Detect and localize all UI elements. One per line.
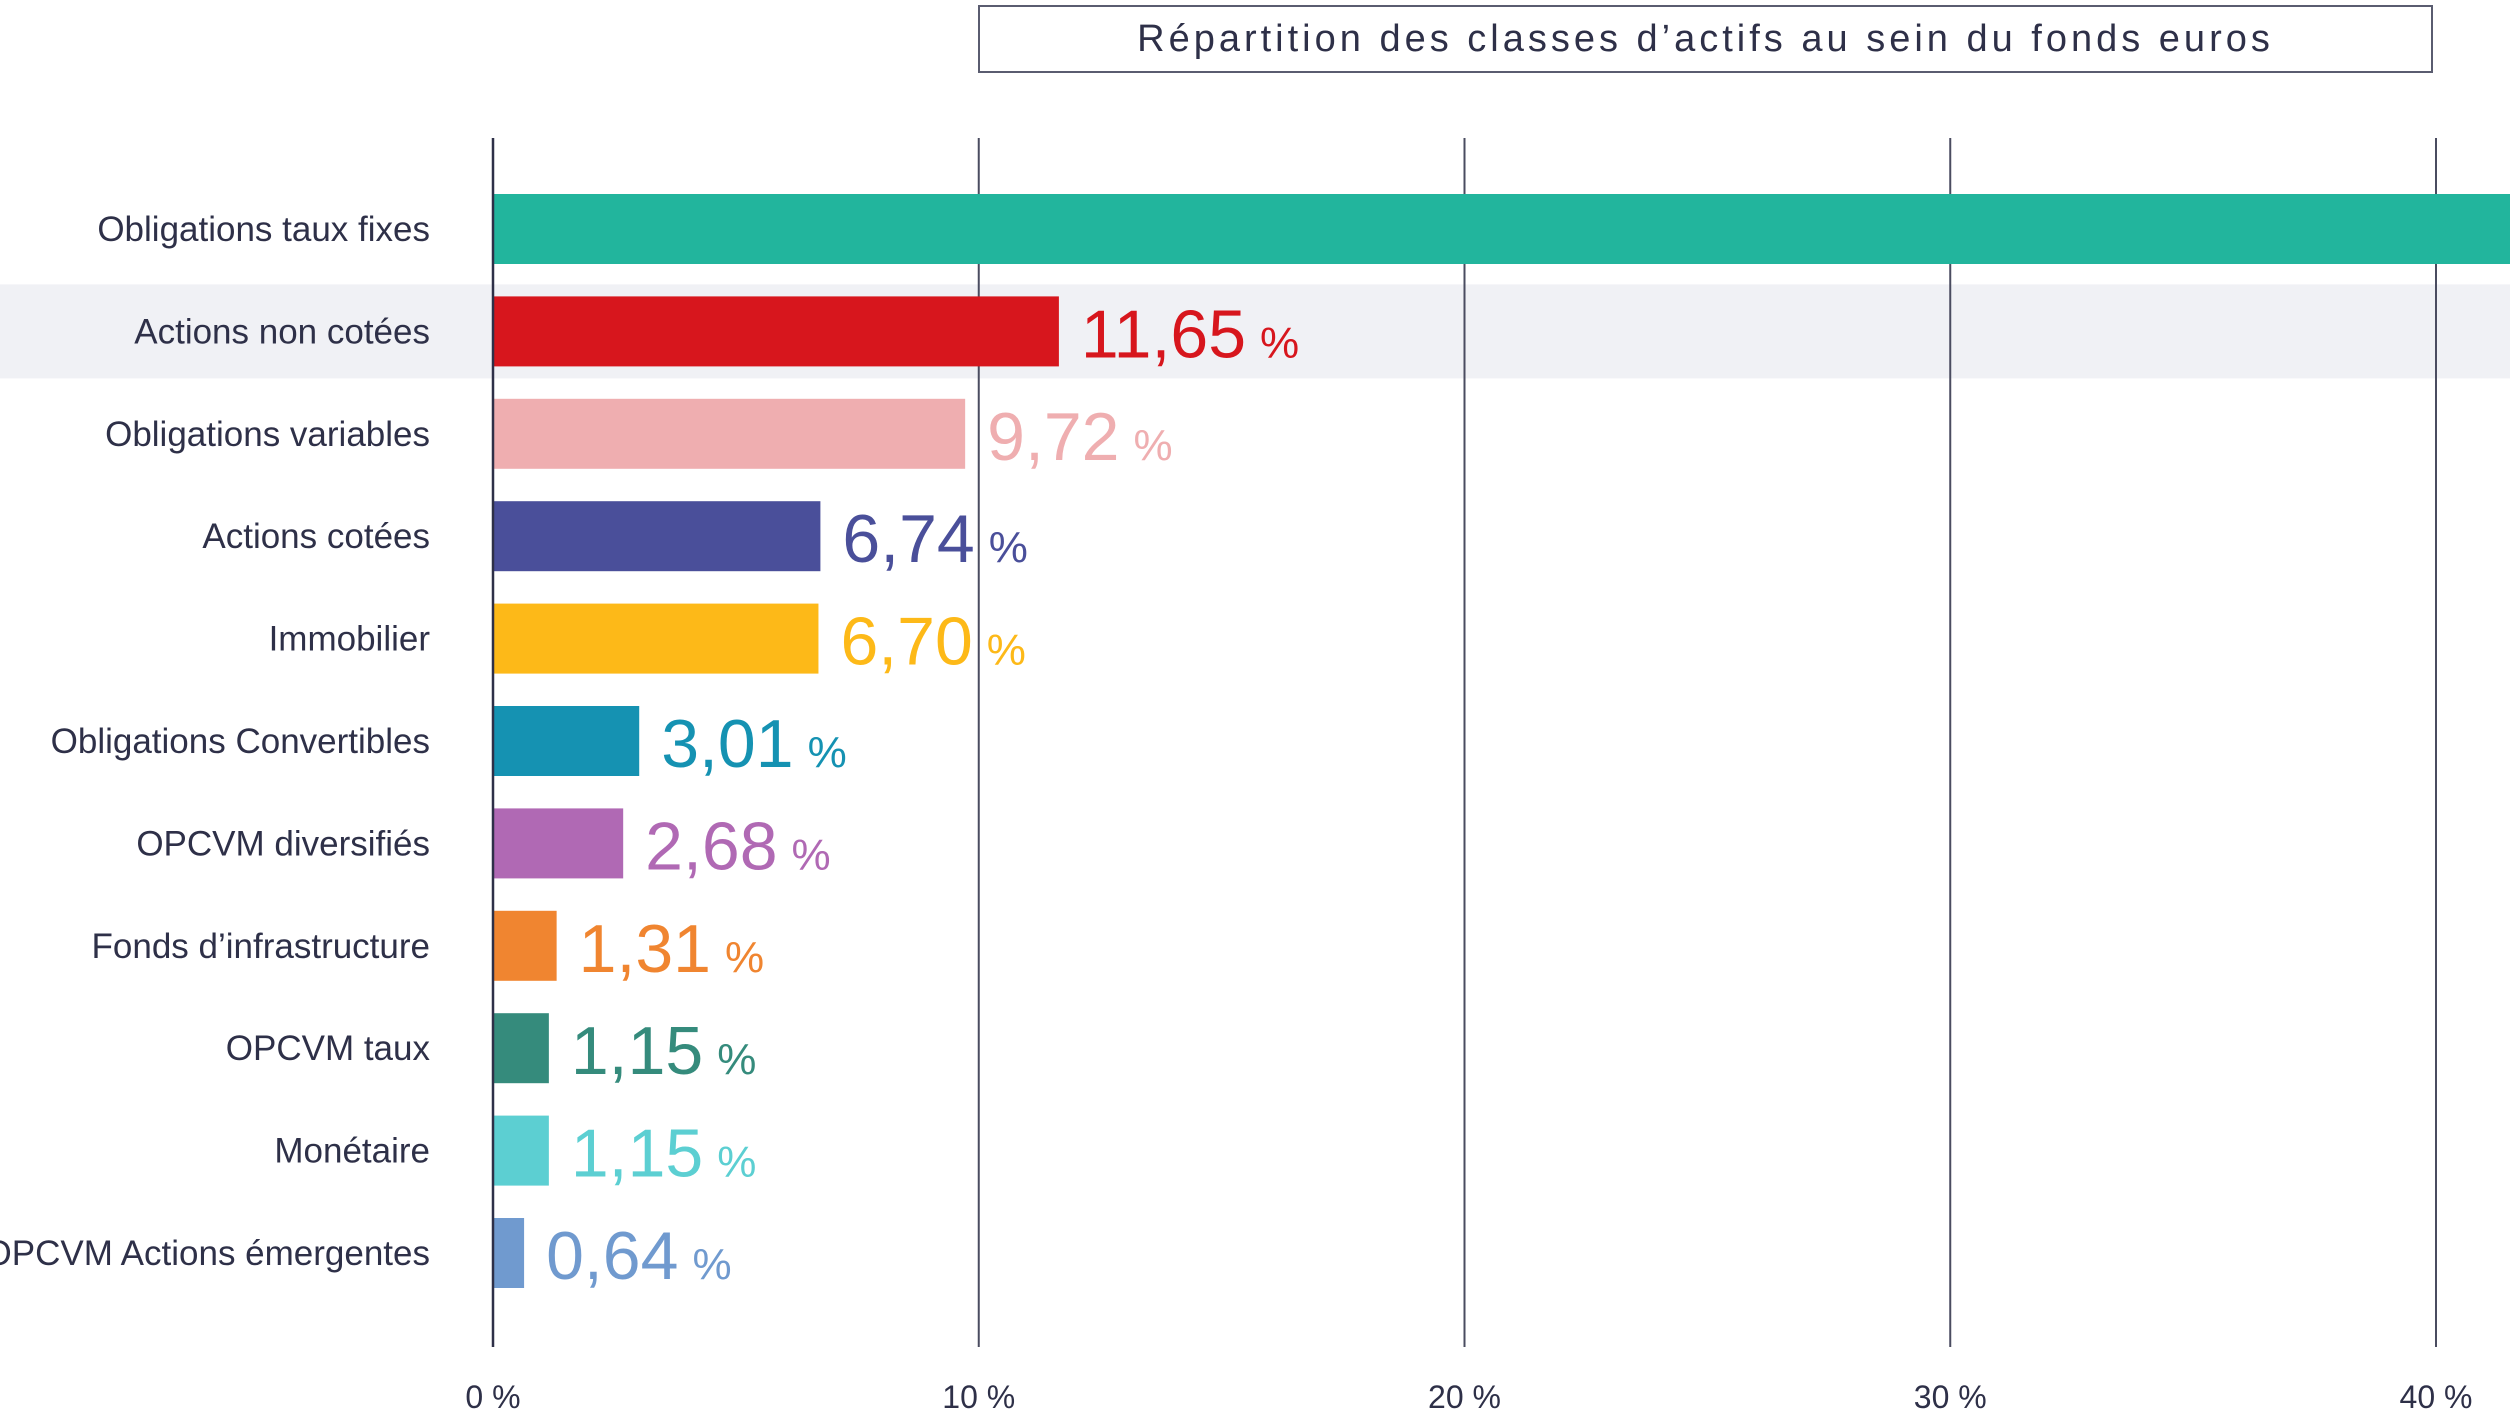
value-number: 3,01 [661,706,793,782]
value-number: 11,65 [1081,296,1246,372]
value-label: 1,15% [571,1116,756,1192]
value-label: 6,74% [842,501,1027,577]
value-label: 0,64% [546,1218,731,1294]
percent-sign: % [717,1035,756,1084]
x-tick-label: 0 % [465,1379,520,1412]
value-number: 1,15 [571,1116,703,1192]
percent-sign: % [1260,318,1299,367]
percent-sign: % [717,1138,756,1187]
percent-sign: % [989,523,1028,572]
highlight-band [0,284,2510,379]
value-number: 1,15 [571,1013,703,1089]
value-number: 6,74 [842,501,974,577]
category-label: Obligations taux fixes [97,210,430,249]
value-label: 3,01% [661,706,846,782]
value-label: 1,15% [571,1013,756,1089]
category-label: Actions non cotées [134,312,430,351]
value-label: 9,72% [987,399,1172,475]
percent-sign: % [692,1240,731,1289]
percent-sign: % [725,933,764,982]
category-label: Fonds d’infrastructure [92,927,430,966]
percent-sign: % [1134,421,1173,470]
value-label: 6,70% [840,604,1025,680]
percent-sign: % [792,830,831,879]
category-label: OPCVM Actions émergentes [0,1234,430,1273]
value-number: 9,72 [987,399,1119,475]
value-number: 1,31 [579,911,711,987]
category-label: Actions cotées [202,517,430,556]
value-label: 11,65% [1081,296,1299,372]
bar [493,1218,525,1288]
value-number: 6,70 [840,604,972,680]
chart-title: Répartition des classes d’actifs au sein… [978,5,2433,73]
percent-sign: % [808,728,847,777]
value-label: 1,31% [579,911,764,987]
x-tick-label: 20 % [1428,1379,1501,1412]
bar [493,706,640,776]
category-label: OPCVM taux [226,1029,431,1068]
bar [493,501,821,572]
category-label: Immobilier [269,620,431,659]
category-label: Obligations Convertibles [51,722,430,761]
x-tick-label: 30 % [1914,1379,1987,1412]
category-label: OPCVM diversifiés [136,824,430,863]
bar [493,398,966,469]
x-tick-label: 10 % [942,1379,1015,1412]
value-number: 2,68 [645,808,777,884]
bar [493,1013,549,1084]
percent-sign: % [987,626,1026,675]
x-tick-label: 40 % [2400,1379,2473,1412]
category-label: Obligations variables [105,415,430,454]
bar [493,1115,549,1186]
bar [493,296,1059,367]
category-label: Monétaire [274,1132,430,1171]
bar [493,808,624,879]
bar [493,910,557,981]
value-number: 0,64 [546,1218,678,1294]
bar [493,603,819,674]
bar [493,194,2510,264]
value-label: 2,68% [645,808,830,884]
